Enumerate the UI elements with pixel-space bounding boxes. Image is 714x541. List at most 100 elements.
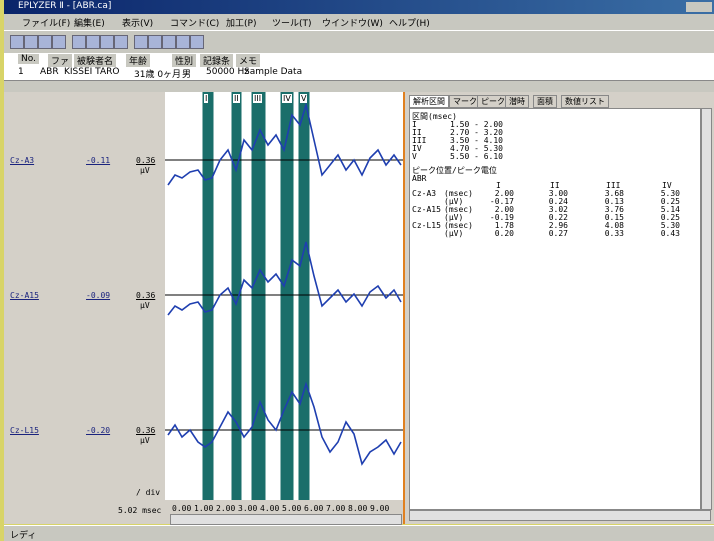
toolbar-button[interactable]: [72, 35, 86, 49]
toolbar-button[interactable]: [86, 35, 100, 49]
menu-item[interactable]: ヘルプ(H): [389, 19, 430, 29]
menu-item[interactable]: ツール(T): [272, 19, 312, 29]
toolbar-button[interactable]: [148, 35, 162, 49]
subtitle: ABR: [412, 174, 427, 183]
h-scrollbar[interactable]: [170, 514, 402, 525]
interval-label: II: [412, 128, 422, 137]
interval-bar: [231, 92, 242, 501]
record-cell: KISSEI TARO: [64, 67, 120, 77]
interval-range: 2.70 - 3.20: [450, 128, 503, 137]
channel-offset[interactable]: -0.20: [86, 426, 111, 435]
toolbar-button[interactable]: [52, 35, 66, 49]
menu-item[interactable]: ファイル(F): [22, 19, 71, 29]
baselines: [165, 159, 403, 431]
x-axis-label: 9.00: [370, 504, 390, 513]
peak-value: 0.13: [604, 197, 624, 206]
row-channel: Cz-A15: [412, 205, 441, 214]
toolbar-button[interactable]: [162, 35, 176, 49]
record-cell: 50000 Hz: [206, 67, 249, 77]
tab[interactable]: 潜時: [505, 95, 529, 108]
menu-bar: ファイル(F) 編集(E) 表示(V) コマンド(C) 加工(P) ツール(T) ウインドウ…: [4, 14, 714, 30]
waveform: [167, 101, 402, 186]
peak-label: III: [253, 94, 263, 103]
peak-value: 0.15: [604, 213, 624, 222]
peak-value: 5.30: [660, 189, 680, 198]
peak-value: 2.00: [494, 205, 514, 214]
tab[interactable]: ピーク: [477, 95, 509, 108]
channel-name[interactable]: Cz-A15: [10, 291, 39, 300]
peak-value: 2.96: [548, 221, 568, 230]
interval-label: IV: [412, 144, 422, 153]
peak-value: 1.78: [494, 221, 514, 230]
column-header: メモ: [236, 54, 261, 67]
peak-value: 4.08: [604, 221, 624, 230]
section-title: ピーク位置/ピーク電位: [412, 166, 497, 175]
interval-bar: [202, 92, 214, 501]
interval-bar: [280, 92, 294, 501]
column-header: 被験者名: [74, 54, 117, 67]
peak-value: 5.14: [660, 205, 680, 214]
interval-range: 4.70 - 5.30: [450, 144, 503, 153]
peak-value: 0.27: [548, 229, 568, 238]
x-axis-label: 6.00: [304, 504, 324, 513]
analysis-panel: 解析区間 マーク ピーク 潜時 面積 数値リスト 区間(msec) I 1.50 - 2.00 I…: [403, 92, 714, 524]
x-axis-label: 5.00: [282, 504, 302, 513]
spacer: [4, 81, 714, 92]
toolbar-button[interactable]: [10, 35, 24, 49]
channel-offset[interactable]: -0.11: [86, 156, 111, 165]
channel-offset[interactable]: -0.09: [86, 291, 111, 300]
tab[interactable]: 解析区間: [409, 95, 449, 108]
status-text: レディ: [10, 531, 37, 541]
menu-item[interactable]: 編集(E): [74, 19, 105, 29]
channel-name[interactable]: Cz-L15: [10, 426, 39, 435]
row-unit: (μV): [444, 197, 464, 206]
time-div: / div: [136, 488, 161, 497]
tab[interactable]: マーク: [449, 95, 481, 108]
row-unit: (msec): [444, 221, 473, 230]
x-axis-label: 8.00: [348, 504, 368, 513]
toolbar-button[interactable]: [176, 35, 190, 49]
menu-item[interactable]: ウインドウ(W): [322, 19, 383, 29]
waveform-view: [165, 92, 403, 524]
analysis-pane: 区間(msec) I 1.50 - 2.00 II 2.70 - 3.20 III 3.50…: [409, 108, 701, 510]
interval-range: 3.50 - 4.10: [450, 136, 503, 145]
time-scale: 5.02 msec: [118, 506, 162, 515]
column-header: I: [496, 181, 501, 190]
toolbar-button[interactable]: [24, 35, 38, 49]
peak-label: I: [204, 94, 209, 103]
column-header: 年齢: [126, 54, 151, 67]
peak-value: 0.33: [604, 229, 624, 238]
tab[interactable]: 数値リスト: [561, 95, 609, 108]
title-bar: EPLYZER Ⅱ - [ABR.ca]: [4, 0, 714, 14]
menu-item[interactable]: 表示(V): [122, 19, 154, 29]
toolbar-button[interactable]: [114, 35, 128, 49]
channel-name[interactable]: Cz-A3: [10, 156, 35, 165]
peak-value: 0.25: [660, 197, 680, 206]
channel-scale[interactable]: 0.36: [136, 426, 156, 435]
peak-value: 3.00: [548, 189, 568, 198]
menu-item[interactable]: コマンド(C): [170, 19, 220, 29]
channel-scale[interactable]: 0.36: [136, 156, 156, 165]
toolbar-button[interactable]: [190, 35, 204, 49]
record-cell: 男: [182, 70, 192, 80]
peak-value: -0.19: [489, 213, 514, 222]
tab[interactable]: 面積: [533, 95, 557, 108]
window-buttons[interactable]: [686, 2, 712, 12]
interval-label: III: [412, 136, 427, 145]
v-scrollbar[interactable]: [701, 108, 712, 510]
toolbar-button[interactable]: [38, 35, 52, 49]
peak-value: -0.17: [489, 197, 514, 206]
toolbar-button[interactable]: [100, 35, 114, 49]
column-header: IV: [662, 181, 672, 190]
row-channel: Cz-A3: [412, 189, 437, 198]
window-title: EPLYZER Ⅱ - [ABR.ca]: [18, 1, 112, 11]
menu-item[interactable]: 加工(P): [226, 19, 257, 29]
column-header: 性別: [172, 54, 197, 67]
record-cell: 31歳 0ヶ月: [134, 70, 182, 80]
channel-unit: μV: [140, 166, 150, 175]
channel-unit: μV: [140, 301, 150, 310]
h-scrollbar[interactable]: [409, 510, 711, 521]
toolbar-button[interactable]: [134, 35, 148, 49]
channel-scale[interactable]: 0.36: [136, 291, 156, 300]
column-header: II: [550, 181, 560, 190]
